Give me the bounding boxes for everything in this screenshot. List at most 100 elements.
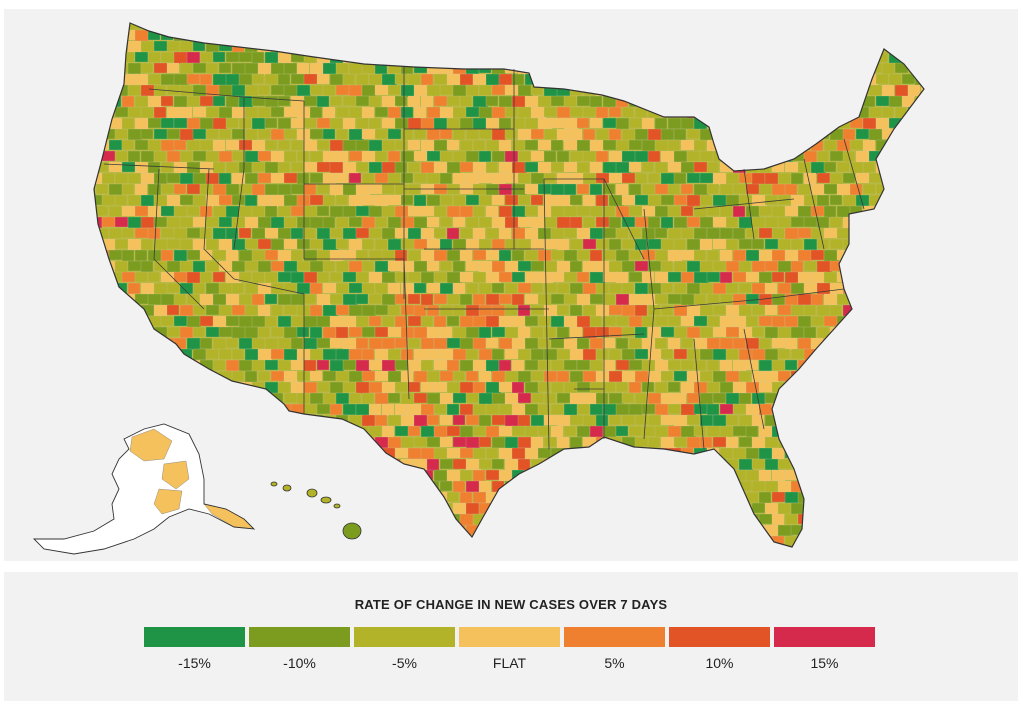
county-cell (810, 381, 824, 393)
county-cell (524, 95, 541, 109)
county-cell (335, 370, 352, 383)
county-cell (920, 106, 924, 118)
county-cell (374, 128, 390, 140)
county-cell (420, 447, 436, 461)
county-cell (94, 502, 102, 516)
county-cell (94, 23, 102, 32)
county-cell (745, 293, 760, 305)
county-cell (615, 535, 632, 547)
county-cell (368, 161, 383, 175)
county-cell (751, 502, 767, 514)
county-cell (166, 150, 183, 163)
county-cell (251, 271, 266, 285)
county-cell (452, 84, 469, 98)
county-cell (114, 326, 128, 340)
county-cell (264, 381, 281, 395)
county-cell (563, 271, 579, 283)
county-cell (758, 315, 773, 327)
county-cell (153, 282, 170, 296)
county-cell (693, 183, 710, 197)
county-cell (114, 238, 131, 250)
county-cell (322, 106, 336, 120)
county-cell (446, 403, 460, 416)
county-cell (823, 469, 837, 481)
county-cell (472, 271, 487, 284)
county-cell (485, 117, 500, 131)
county-cell (231, 304, 246, 316)
county-cell (400, 216, 417, 229)
county-cell (589, 117, 603, 129)
county-cell (660, 106, 677, 118)
county-cell (342, 205, 357, 218)
alaska-region (129, 428, 173, 462)
county-cell (309, 326, 323, 340)
county-cell (94, 392, 102, 404)
county-cell (764, 238, 780, 250)
county-cell (894, 194, 910, 208)
county-cell (413, 172, 430, 184)
county-cell (407, 161, 421, 174)
county-cell (335, 546, 349, 547)
county-cell (862, 29, 879, 43)
county-cell (420, 403, 435, 417)
county-cell (862, 425, 879, 438)
county-cell (543, 172, 557, 184)
county-cell (907, 326, 924, 340)
county-cell (342, 337, 358, 350)
county-cell (777, 524, 794, 537)
county-cell (439, 414, 453, 426)
county-cell (387, 348, 402, 362)
county-cell (797, 249, 814, 262)
county-cell (589, 161, 603, 174)
county-cell (368, 337, 384, 351)
county-cell (478, 40, 494, 53)
county-cell (660, 370, 674, 382)
county-cell (225, 249, 239, 263)
county-cell (920, 150, 924, 163)
county-cell (634, 370, 650, 384)
map-panel (4, 9, 1018, 561)
county-cell (790, 304, 807, 317)
county-cell (465, 150, 480, 163)
county-cell (628, 469, 642, 482)
county-cell (400, 150, 417, 163)
county-cell (517, 84, 534, 98)
county-cell (712, 304, 729, 316)
county-cell (218, 392, 233, 405)
county-cell (732, 491, 746, 504)
county-cell (413, 524, 428, 536)
county-cell (478, 128, 494, 140)
county-cell (790, 172, 804, 186)
county-cell (498, 249, 512, 263)
county-cell (212, 403, 226, 416)
county-cell (452, 458, 469, 470)
county-cell (803, 414, 818, 428)
county-cell (114, 150, 129, 162)
legend-scale: -15% -10% -5% FLAT 5% 10% 15% (144, 627, 879, 671)
county-cell (244, 40, 258, 54)
county-cell (465, 106, 482, 118)
county-cell (732, 425, 749, 437)
county-cell (439, 128, 453, 140)
county-cell (173, 95, 190, 109)
county-cell (907, 436, 922, 448)
county-cell (342, 73, 356, 87)
county-cell (283, 524, 297, 536)
county-cell (855, 524, 869, 537)
county-cell (147, 117, 164, 129)
county-cell (108, 29, 125, 43)
county-cell (855, 260, 869, 274)
county-cell (192, 348, 207, 361)
county-cell (283, 502, 300, 515)
county-cell (160, 161, 174, 174)
county-cell (179, 128, 195, 142)
county-cell (94, 337, 96, 350)
county-cell (842, 282, 857, 296)
county-cell (264, 227, 279, 239)
county-cell (563, 51, 580, 63)
county-cell (491, 414, 507, 426)
county-cell (576, 73, 590, 85)
hawaii-island (306, 488, 318, 498)
county-cell (212, 293, 228, 306)
county-cell (517, 23, 534, 32)
